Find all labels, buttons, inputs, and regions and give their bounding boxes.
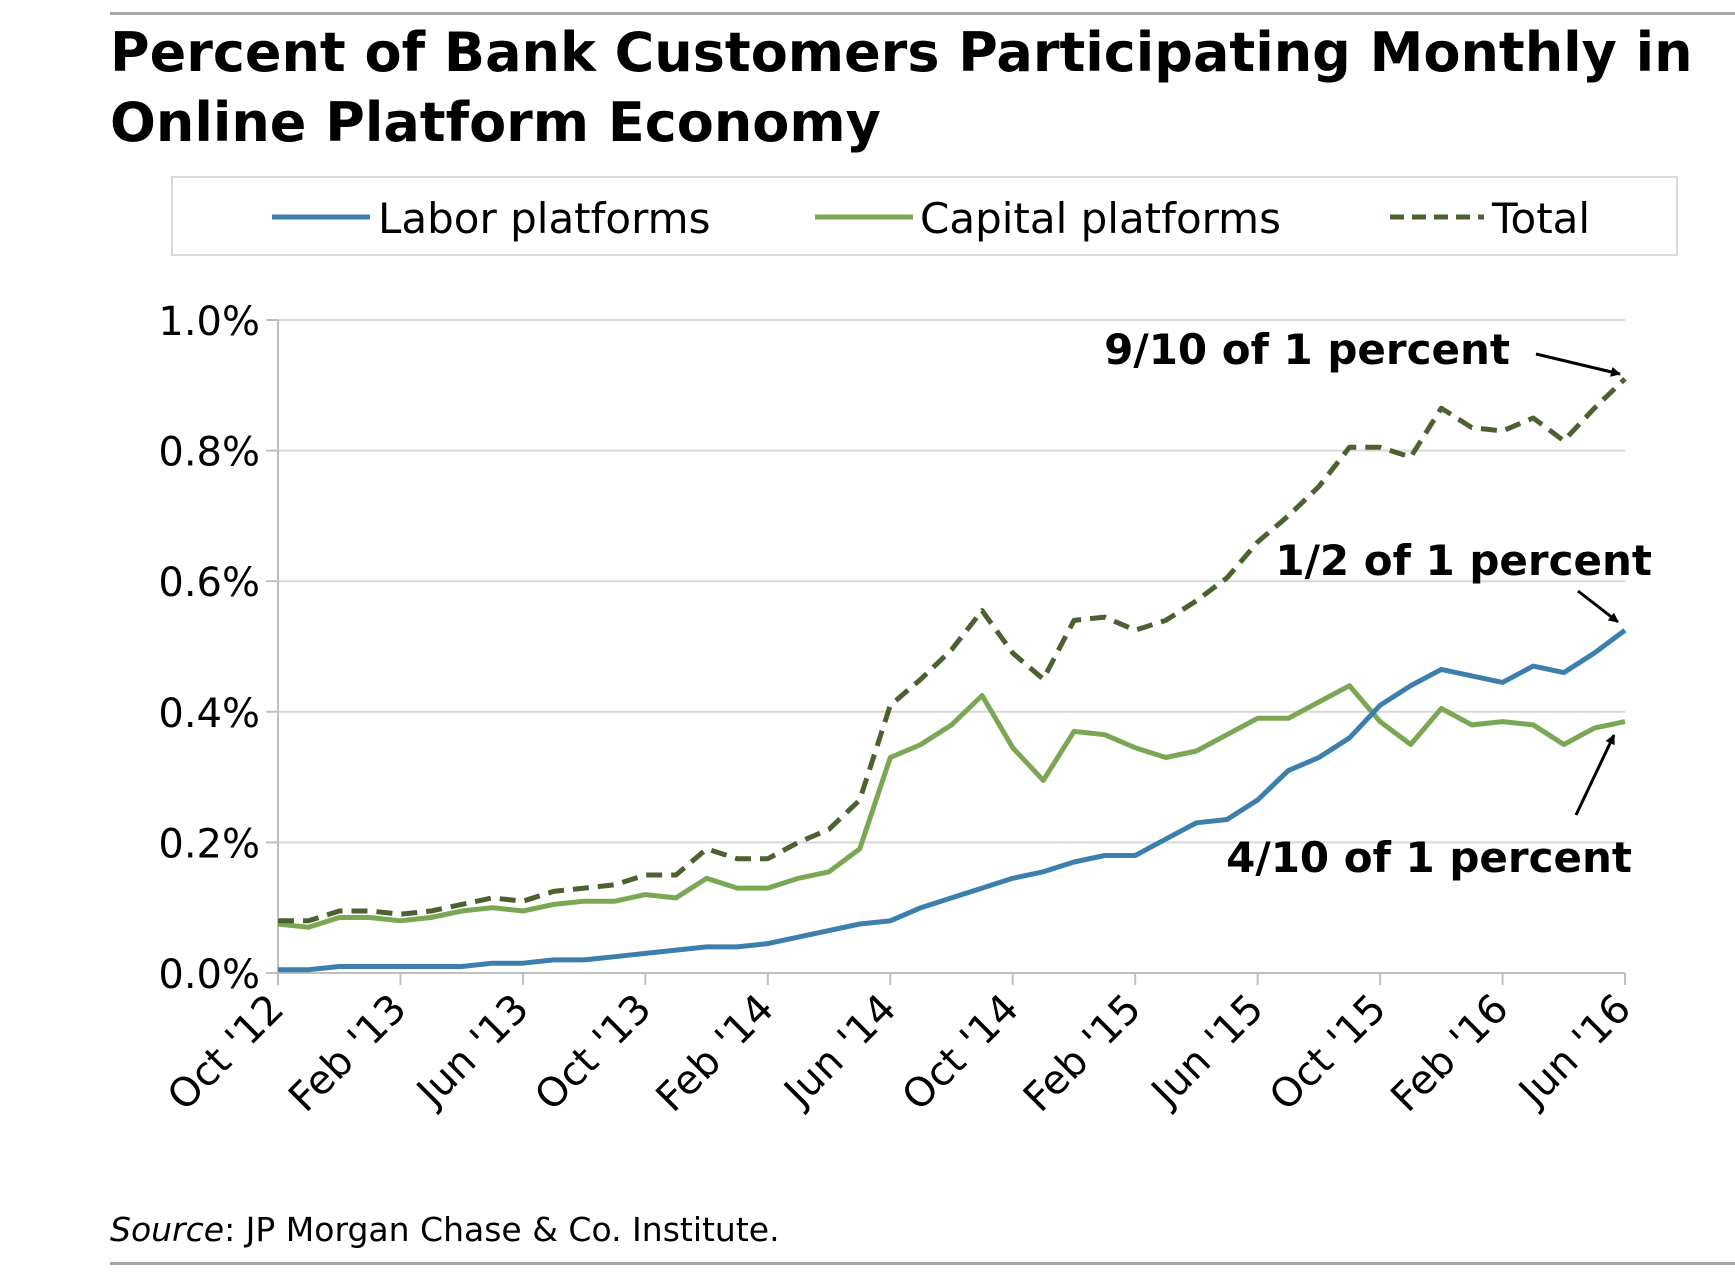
x-tick-label: Feb '15 <box>1015 986 1150 1121</box>
top-rule <box>110 12 1735 15</box>
series-capital-line <box>277 683 1626 930</box>
x-tick-label: Jun '14 <box>774 986 906 1118</box>
x-tick-label: Oct '15 <box>1261 986 1395 1120</box>
annotation-total-arrow <box>1535 352 1621 377</box>
source-text: : JP Morgan Chase & Co. Institute. <box>224 1210 780 1249</box>
x-tick-label: Oct '14 <box>894 986 1028 1120</box>
annotation-labor: 1/2 of 1 percent <box>1275 536 1652 585</box>
legend-frame <box>171 176 1678 256</box>
x-tick-label: Feb '14 <box>648 986 783 1121</box>
x-tick-label: Jun '15 <box>1141 986 1273 1118</box>
series-labor-line <box>278 628 1627 973</box>
grid <box>278 319 1625 844</box>
y-tick-label: 1.0% <box>158 299 260 345</box>
legend-label-labor: Labor platforms <box>378 194 710 243</box>
source-label: Source <box>110 1210 225 1249</box>
chart-title: Percent of Bank Customers Participating … <box>110 21 1693 154</box>
x-tick-label: Oct '12 <box>159 986 293 1120</box>
x-tick-label: Jun '16 <box>1508 986 1640 1118</box>
series-total-line <box>278 376 1627 924</box>
bottom-rule <box>110 1262 1735 1265</box>
annotation-capital-arrow <box>1574 734 1616 816</box>
x-tick-label: Jun '13 <box>406 986 538 1118</box>
legend: Labor platforms Capital platforms Total <box>171 176 1678 256</box>
series <box>277 376 1627 973</box>
y-tick-label: 0.2% <box>158 821 260 867</box>
x-tick-label: Feb '13 <box>280 986 415 1121</box>
annotations: 9/10 of 1 percent 1/2 of 1 percent 4/10 … <box>1104 325 1652 882</box>
source-note: Source: JP Morgan Chase & Co. Institute. <box>110 1210 780 1249</box>
y-tick-label: 0.6% <box>158 560 260 606</box>
legend-label-total: Total <box>1491 194 1590 243</box>
x-tick-label: Oct '13 <box>526 986 660 1120</box>
y-tick-label: 0.4% <box>158 691 260 737</box>
y-tick-label: 0.0% <box>158 952 260 998</box>
annotation-labor-arrow <box>1577 589 1619 624</box>
x-tick-label: Feb '16 <box>1382 986 1517 1121</box>
y-tick-label: 0.8% <box>158 430 260 476</box>
annotation-total: 9/10 of 1 percent <box>1104 325 1510 374</box>
legend-label-capital: Capital platforms <box>920 194 1281 243</box>
annotation-capital: 4/10 of 1 percent <box>1226 833 1632 882</box>
